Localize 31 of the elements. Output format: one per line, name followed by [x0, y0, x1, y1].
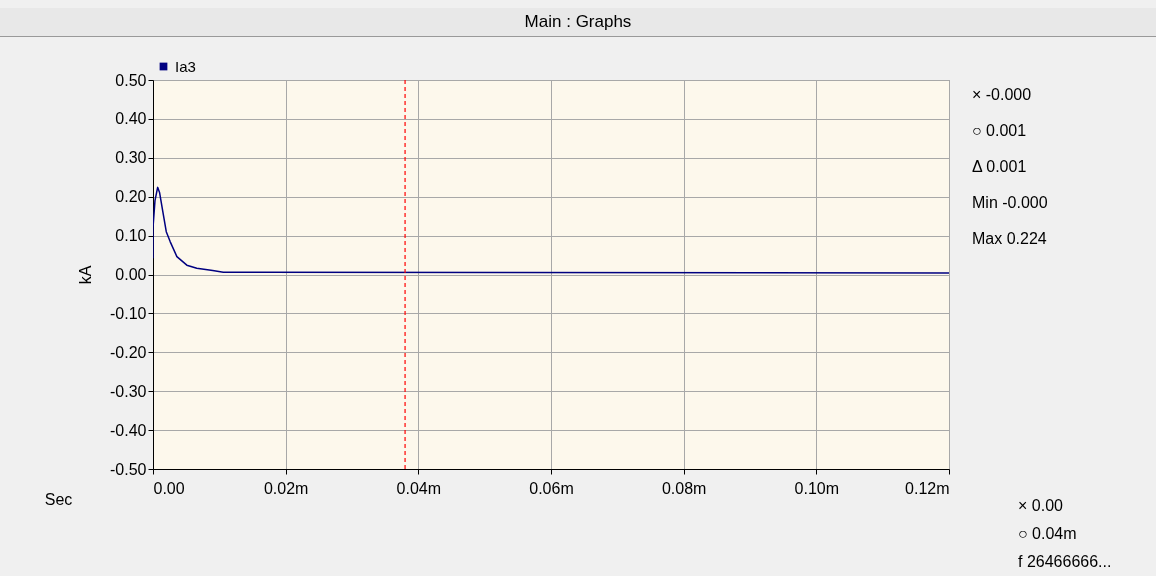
y-tick-label: 0.40	[115, 110, 147, 128]
text: ○ 0.04m	[1018, 525, 1077, 543]
text: Max 0.224	[972, 230, 1047, 248]
line-series	[153, 186, 949, 274]
y-tick-label: -0.50	[110, 460, 147, 478]
y-axis-title: kA	[77, 265, 95, 285]
y-tick-label: -0.10	[110, 304, 147, 322]
text: ○ 0.001	[972, 122, 1027, 140]
x-tick-label: 0.08m	[661, 479, 707, 497]
x-tick-label: 0.10m	[794, 479, 840, 497]
text: × 0.00	[1018, 497, 1063, 515]
y-tick-label: -0.30	[110, 382, 147, 400]
x-tick-label: 0.00	[153, 479, 185, 497]
x-tick-label: 0.06m	[529, 479, 574, 497]
y-tick-label: 0.50	[115, 71, 147, 89]
x-tick-label: 0.12m	[905, 479, 950, 497]
text: × -0.000	[972, 86, 1032, 104]
y-tick-label: 0.10	[115, 227, 147, 245]
y-tick-label: 0.20	[115, 188, 147, 206]
x-axis-title: Sec	[44, 490, 73, 508]
x-tick-label: 0.04m	[396, 479, 442, 497]
text: Δ 0.001	[972, 158, 1027, 176]
text: Min -0.000	[972, 194, 1048, 212]
x-tick-label: 0.02m	[263, 479, 309, 497]
y-tick-label: -0.20	[110, 343, 147, 361]
chart-title: Main : Graphs	[0, 8, 1156, 37]
y-tick-label: 0.00	[115, 266, 147, 283]
y-tick-label: -0.40	[110, 421, 147, 439]
y-tick-label: 0.30	[115, 149, 147, 167]
text: f 26466666...	[1018, 553, 1112, 571]
legend-label: Ia3	[175, 57, 196, 75]
